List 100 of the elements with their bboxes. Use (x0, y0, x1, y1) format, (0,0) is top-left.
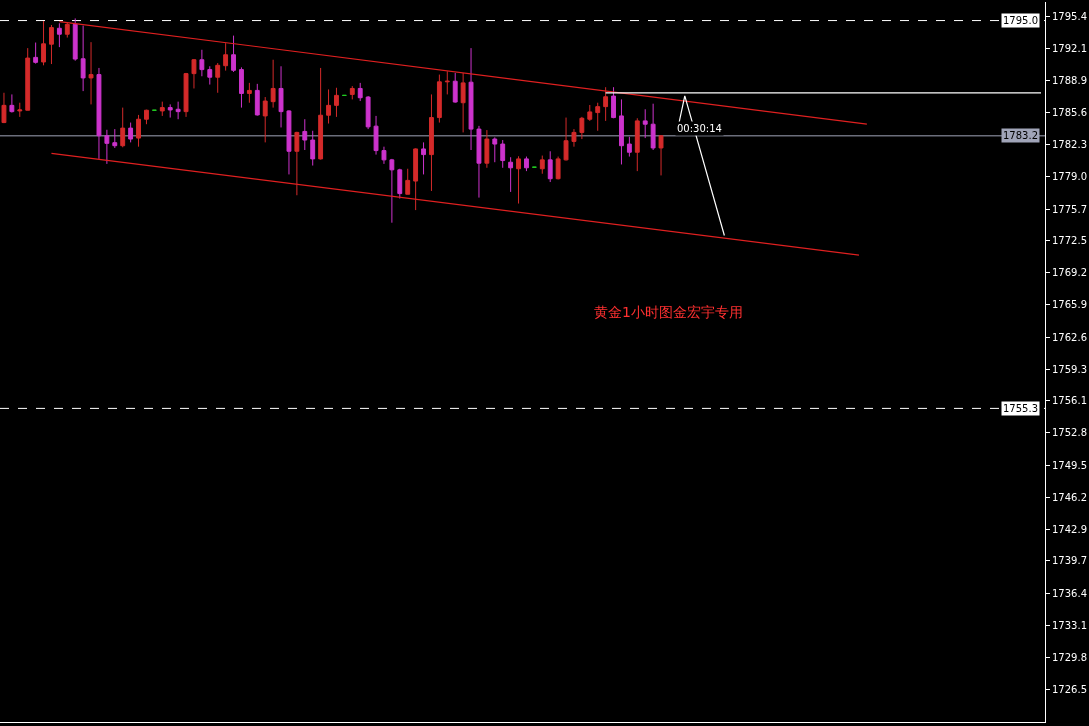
candlestick (159, 101, 165, 117)
candlestick (524, 156, 529, 172)
candlestick (539, 155, 545, 175)
y-tick-label: 1739.7 (1052, 555, 1087, 567)
candlestick (444, 70, 450, 95)
y-tick-label: 1785.6 (1052, 106, 1087, 118)
candlestick (318, 67, 324, 161)
candlestick (9, 93, 15, 114)
candlestick (262, 96, 268, 143)
annotation: 黄金1小时图金宏宇专用 (594, 304, 743, 320)
candlestick (611, 86, 616, 119)
candlestick (650, 103, 656, 151)
candlestick (508, 156, 514, 193)
candlestick (381, 146, 387, 165)
candlestick (104, 129, 110, 165)
candlestick (167, 103, 173, 119)
candlestick (389, 158, 395, 224)
candlestick (136, 114, 141, 148)
candlestick (183, 72, 189, 118)
ref-line-label: 1755.3 (1003, 403, 1038, 414)
candlestick (231, 35, 236, 73)
candlestick (326, 88, 331, 125)
y-tick-label: 1795.4 (1052, 11, 1087, 23)
candlestick (397, 168, 403, 200)
candlestick (547, 150, 553, 183)
y-tick-label: 1779.0 (1052, 171, 1087, 183)
candlestick (270, 59, 276, 109)
y-tick-label: 1765.9 (1052, 299, 1087, 311)
candlestick (492, 136, 498, 163)
candlestick (365, 95, 371, 130)
candlestick (579, 116, 585, 140)
y-tick-label: 1788.9 (1052, 74, 1087, 86)
candlestick (619, 98, 624, 165)
candlestick (563, 117, 569, 162)
ref-line-label: 1783.2 (1003, 130, 1038, 141)
candlestick (452, 72, 458, 104)
candlestick (634, 117, 640, 172)
candlestick (112, 128, 118, 149)
candlestick (658, 134, 664, 176)
candlestick (555, 156, 561, 180)
y-tick-label: 1746.2 (1052, 491, 1087, 503)
y-tick-label: 1752.8 (1052, 427, 1087, 439)
y-tick-label: 1726.5 (1052, 684, 1087, 696)
y-tick-label: 1749.5 (1052, 459, 1087, 471)
candlestick (175, 101, 181, 120)
y-tick-label: 1772.5 (1052, 234, 1087, 246)
candlestick (476, 125, 482, 199)
y-tick-label: 1775.7 (1052, 203, 1087, 215)
y-tick-label: 1792.1 (1052, 43, 1087, 55)
y-tick-label: 1759.3 (1052, 363, 1087, 375)
candlestick (603, 86, 609, 122)
candlestick (421, 141, 426, 175)
y-tick-label: 1762.6 (1052, 331, 1087, 343)
candlestick (278, 65, 284, 128)
candlestick (88, 41, 94, 105)
candlestick (405, 168, 411, 195)
ref-line-label: 1795.0 (1003, 15, 1038, 26)
candlestick (80, 25, 86, 92)
candlestick (302, 118, 308, 151)
candlestick (49, 24, 54, 65)
candlestick (334, 87, 339, 118)
y-tick-label: 1769.2 (1052, 267, 1087, 279)
candlestick (1, 92, 7, 124)
candlestick (349, 85, 355, 100)
candlestick (436, 74, 442, 124)
candlestick (571, 128, 577, 148)
candlestick (215, 62, 221, 94)
candlestick (587, 104, 593, 122)
y-tick-label: 1782.3 (1052, 139, 1087, 151)
candlestick (41, 20, 46, 66)
candlestick (516, 155, 521, 205)
candlestick (17, 102, 23, 118)
candlestick (56, 22, 62, 48)
candlestick (286, 109, 292, 175)
candlestick (484, 129, 490, 169)
y-tick-label: 1729.8 (1052, 652, 1087, 664)
candlestick (468, 47, 474, 151)
candlestick (373, 115, 379, 156)
annotation: 00:30:14 (677, 123, 722, 134)
candlestick (357, 82, 363, 102)
y-tick-label: 1733.1 (1052, 619, 1087, 631)
candlestick (223, 42, 229, 72)
candlestick (72, 17, 78, 62)
candlestick (429, 93, 434, 192)
candlestick (254, 83, 260, 117)
candlestick (239, 66, 244, 109)
candlestick (626, 136, 632, 158)
candlestick (500, 139, 506, 169)
candlestick (144, 109, 149, 125)
candlestick (25, 47, 31, 111)
candlestick (96, 67, 102, 160)
candlestick (207, 65, 213, 86)
candlestick (199, 49, 205, 77)
candlestick (191, 58, 197, 89)
y-tick-label: 1742.9 (1052, 524, 1087, 536)
candlestick (595, 102, 601, 132)
candlestick (33, 42, 39, 65)
candlestick (120, 107, 126, 148)
candlestick (310, 130, 316, 167)
candlestick (642, 108, 648, 139)
